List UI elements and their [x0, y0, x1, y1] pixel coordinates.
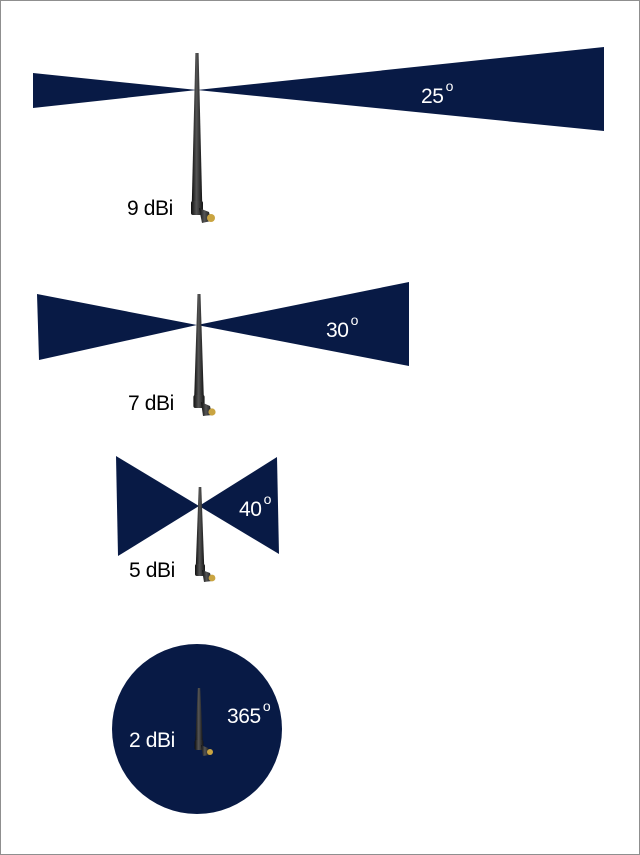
- beam-pattern-5dbi: [116, 456, 279, 556]
- gain-label-7dbi: 7 dBi: [128, 392, 174, 415]
- beam-lobe-right: [197, 47, 604, 131]
- beamwidth-value: 40: [239, 498, 262, 521]
- degree-symbol: o: [262, 698, 271, 714]
- beam-pattern-9dbi: [33, 47, 604, 131]
- beam-lobe-right: [197, 282, 409, 366]
- beamwidth-value: 30: [326, 319, 349, 342]
- beamwidth-label-40: 40 o: [239, 492, 271, 521]
- beam-lobe-left: [116, 456, 199, 556]
- beam-lobe-left: [33, 73, 197, 108]
- degree-symbol: o: [445, 78, 454, 94]
- degree-symbol: o: [263, 491, 272, 507]
- gain-label-2dbi: 2 dBi: [129, 729, 175, 752]
- rubber-duck-antenna-icon: [191, 53, 215, 223]
- rubber-duck-antenna-icon: [193, 294, 216, 416]
- beamwidth-label-25: 25 o: [421, 79, 453, 108]
- rubber-duck-antenna-icon: [195, 487, 216, 582]
- beamwidth-label-365: 365 o: [227, 699, 271, 728]
- degree-symbol: o: [350, 312, 359, 328]
- beam-lobe-right: [199, 457, 279, 554]
- gain-label-5dbi: 5 dBi: [129, 559, 175, 582]
- rubber-duck-antenna-icon: [194, 688, 213, 756]
- beam-pattern-7dbi: [37, 282, 409, 366]
- beamwidth-label-30: 30 o: [326, 313, 358, 342]
- beamwidth-value: 365: [227, 705, 261, 728]
- gain-label-9dbi: 9 dBi: [127, 197, 173, 220]
- beamwidth-value: 25: [421, 85, 444, 108]
- beam-lobe-left: [37, 294, 197, 360]
